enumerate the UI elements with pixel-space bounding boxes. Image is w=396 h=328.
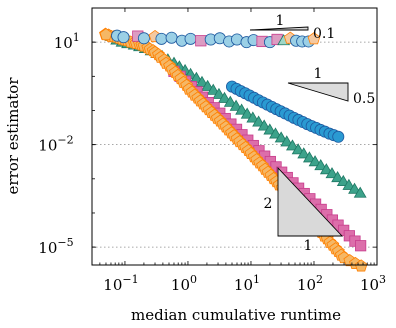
- triangle-marker-34: [297, 147, 311, 159]
- x-tick-exponent-4: 3: [379, 273, 386, 286]
- slope-2-bottom-label: 1: [304, 238, 313, 254]
- slope-2-side-label: 2: [264, 196, 273, 212]
- triangle-marker-35: [302, 151, 316, 163]
- triangle-marker-44: [353, 186, 367, 198]
- triangle-marker-17: [201, 79, 215, 91]
- y-tick-exponent-1: −2: [57, 134, 73, 147]
- triangle-marker-37: [314, 159, 328, 171]
- x-tick-exponent-0: −1: [122, 273, 138, 286]
- triangle-marker-40: [331, 170, 345, 183]
- y-tick-exponent-2: 1: [73, 31, 80, 44]
- slope-0.1-side-label: 0.1: [313, 26, 335, 42]
- triangle-marker-32: [286, 139, 299, 151]
- triangle-marker-30: [274, 131, 288, 143]
- y-axis-label: error estimator: [4, 77, 22, 195]
- x-tick-exponent-2: 1: [253, 273, 260, 286]
- triangle-marker-39: [325, 167, 339, 179]
- triangle-marker-23: [235, 103, 249, 115]
- top-marker-circle-2: [117, 31, 130, 44]
- slope-triangle-0.5: [287, 82, 349, 102]
- top-marker-circle-4: [137, 32, 150, 45]
- triangle-marker-31: [280, 135, 294, 147]
- triangle-marker-24: [240, 107, 254, 119]
- square-marker-33: [355, 240, 367, 252]
- top-marker-circle-7: [165, 31, 178, 44]
- top-marker-circle-9: [184, 32, 197, 45]
- triangle-marker-42: [342, 178, 356, 190]
- slope-0.5-side-label: 0.5: [353, 91, 375, 107]
- slope-triangle-2: [277, 166, 344, 237]
- triangle-marker-19: [212, 87, 226, 99]
- slope-0.1-top-label: 1: [276, 13, 285, 29]
- triangle-marker-33: [291, 143, 305, 155]
- circle-marker-24: [332, 130, 345, 143]
- triangle-marker-43: [348, 182, 361, 194]
- triangle-marker-36: [308, 155, 322, 167]
- triangle-marker-26: [252, 115, 266, 127]
- x-tick-exponent-3: 2: [316, 273, 323, 286]
- triangle-marker-22: [229, 99, 243, 111]
- x-axis-label: median cumulative runtime: [131, 306, 341, 324]
- top-marker-circle-6: [155, 32, 168, 45]
- slope-triangles: 1 0.1 1 0.5 2 1: [249, 13, 375, 254]
- triangle-marker-27: [257, 119, 271, 131]
- plot-frame: [91, 7, 378, 266]
- triangle-marker-18: [206, 83, 220, 95]
- slope-0.5-top-label: 1: [314, 66, 323, 82]
- top-marker-square-10: [195, 35, 207, 47]
- x-tick-exponent-1: 0: [190, 273, 197, 286]
- triangle-marker-38: [319, 163, 333, 175]
- triangle-marker-25: [246, 111, 260, 123]
- top-marker-pentagon-0: [99, 28, 113, 41]
- triangle-marker-29: [269, 127, 282, 139]
- triangle-marker-41: [336, 174, 350, 187]
- top-marker-pentagon-25: [307, 32, 321, 45]
- triangle-marker-21: [223, 95, 237, 107]
- triangle-marker-28: [263, 123, 277, 135]
- y-tick-exponent-0: −5: [57, 236, 73, 249]
- slope-triangle-0.1: [249, 26, 309, 31]
- triangle-marker-20: [218, 91, 231, 103]
